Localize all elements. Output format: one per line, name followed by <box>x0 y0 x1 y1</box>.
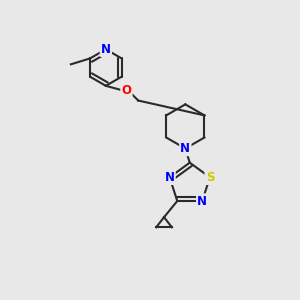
Text: N: N <box>165 171 175 184</box>
Text: N: N <box>101 43 111 56</box>
Text: N: N <box>197 194 207 208</box>
Text: O: O <box>122 84 131 97</box>
Text: N: N <box>180 142 190 155</box>
Text: S: S <box>206 171 214 184</box>
